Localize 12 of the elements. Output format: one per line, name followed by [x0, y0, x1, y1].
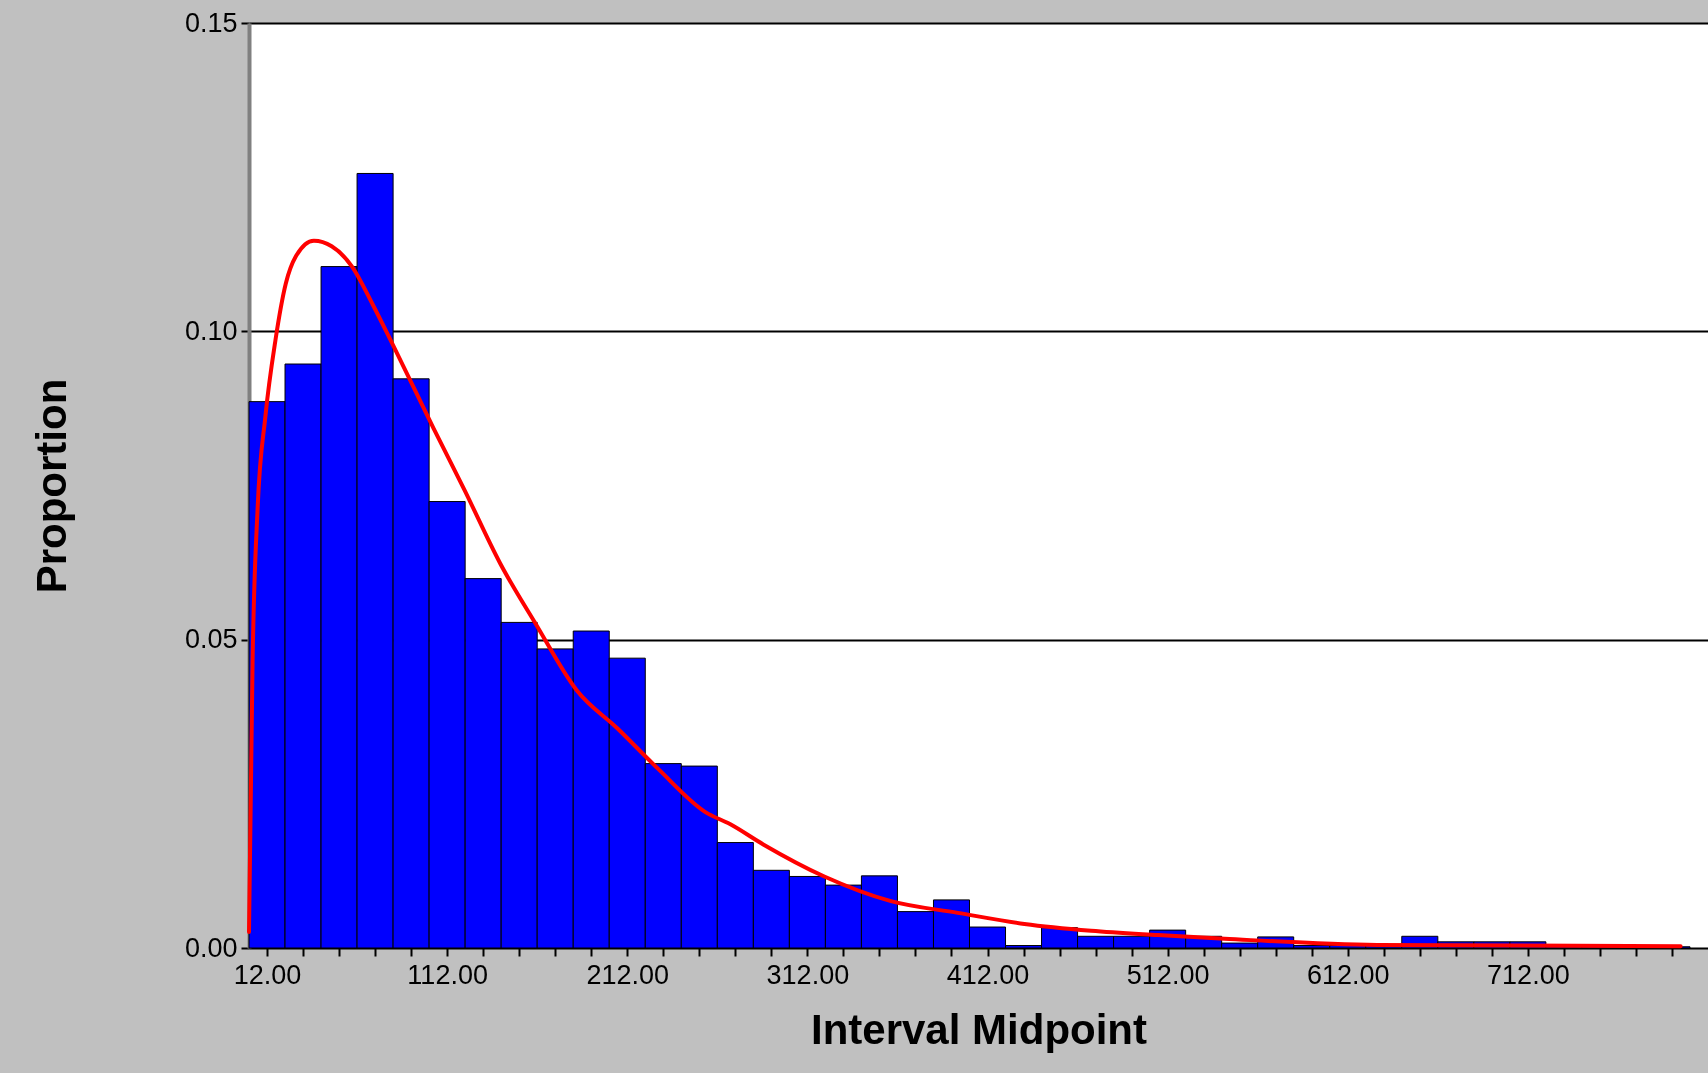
x-tick-label: 212.00: [586, 959, 670, 990]
y-tick-label: 0.10: [184, 315, 238, 346]
x-axis-title: Interval Midpoint: [811, 1005, 1148, 1053]
x-tick-label: 612.00: [1306, 959, 1390, 990]
x-tick-label: 712.00: [1487, 959, 1570, 990]
x-tick-label: 412.00: [946, 959, 1030, 990]
x-tick-label: 512.00: [1126, 959, 1210, 990]
y-tick-label: 0.15: [184, 7, 238, 38]
y-tick-label: 0.05: [184, 624, 238, 655]
x-tick-label: 312.00: [766, 959, 850, 990]
y-axis-title: Proportion: [27, 378, 75, 594]
x-tick-label: 112.00: [407, 959, 488, 990]
